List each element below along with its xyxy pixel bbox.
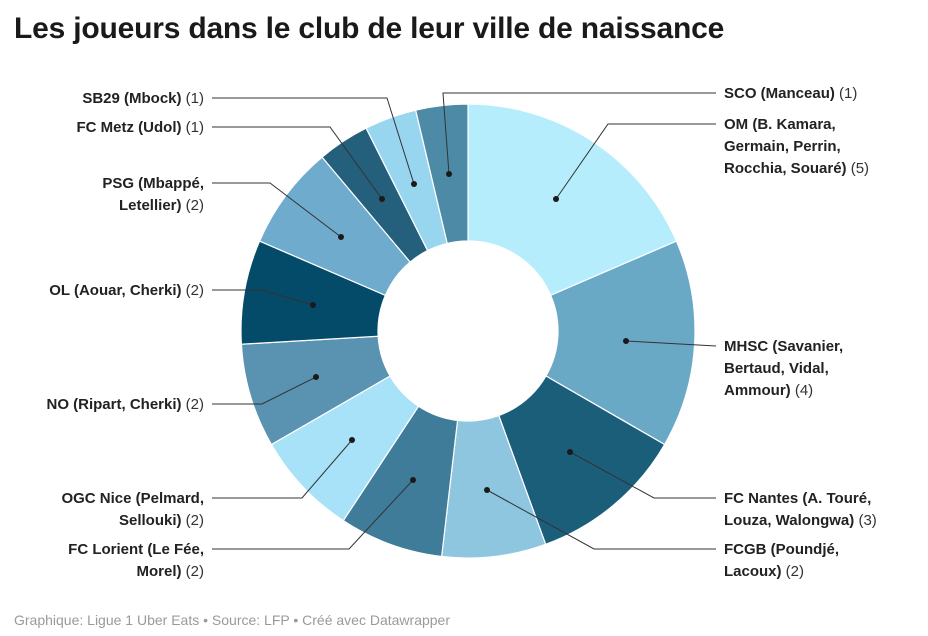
leader-lines-group [212,92,717,550]
leader-line [212,182,342,238]
slice-label: FCGB (Poundjé, [724,541,839,558]
leader-line [625,340,717,347]
leader-dot [349,437,355,443]
leader-line [569,451,716,499]
donut-slice[interactable] [498,375,666,546]
leader-dot [446,171,452,177]
slice-label: FC Metz (Udol) (1) [77,119,204,136]
slice-label: Germain, Perrin, [724,138,841,155]
slice-label: OGC Nice (Pelmard, [61,490,204,507]
slice-label: FC Lorient (Le Fée, [68,541,204,558]
donut-slice[interactable] [467,103,678,297]
slice-label: NO (Ripart, Cherki) (2) [46,396,204,413]
leader-dot [379,196,385,202]
chart-title: Les joueurs dans le club de leur ville d… [14,12,725,45]
slice-label: SB29 (Mbock) (1) [82,90,204,107]
leader-line [212,479,414,550]
leader-dot [313,374,319,380]
slices-group [240,103,696,559]
leader-line [212,97,415,185]
slice-label: Bertaud, Vidal, [724,360,829,377]
leader-line [212,126,383,200]
leader-dot [411,181,417,187]
slice-label: FC Nantes (A. Touré, [724,490,871,507]
leader-dot [623,338,629,344]
donut-slice[interactable] [545,240,696,446]
leader-dot [310,302,316,308]
slice-label: MHSC (Savanier, [724,338,843,355]
slice-label: Sellouki) (2) [119,512,204,529]
donut-slice[interactable] [414,103,469,245]
slice-label: Louza, Walongwa) (3) [724,512,877,529]
chart-footer: Graphique: Ligue 1 Uber Eats • Source: L… [14,612,450,628]
leader-line [212,289,314,306]
slice-label: OM (B. Kamara, [724,116,836,133]
leader-dot [338,234,344,240]
leader-line [442,92,716,175]
slice-label: SCO (Manceau) (1) [724,85,857,102]
slice-label: Lacoux) (2) [724,563,804,580]
leader-dot [410,477,416,483]
leader-line [555,123,716,200]
slice-label: OL (Aouar, Cherki) (2) [49,282,204,299]
slice-label: Rocchia, Souaré) (5) [724,160,869,177]
leader-line [212,376,317,405]
leader-dot [567,449,573,455]
slice-label: Ammour) (4) [724,382,813,399]
slice-label: PSG (Mbappé, [102,175,204,192]
leader-line [486,489,716,550]
slice-label: Letellier) (2) [119,197,204,214]
slice-label: Morel) (2) [137,563,205,580]
leader-dot [484,487,490,493]
leader-dot [553,196,559,202]
labels-group: OM (B. Kamara, Germain, Perrin, Rocchia, S… [46,85,876,580]
leader-line [212,439,353,499]
